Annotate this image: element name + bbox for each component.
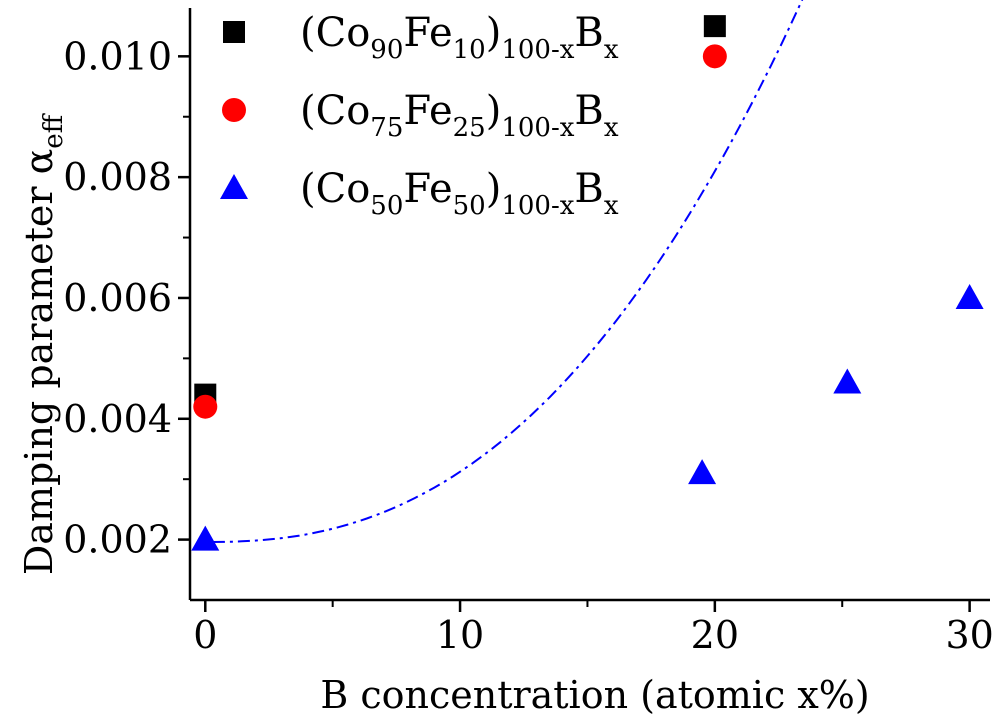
point-triangle-2: [833, 368, 862, 394]
legend-label-text: (Co: [300, 88, 370, 134]
legend-label-subscript: 25: [453, 113, 486, 143]
point-circle-1: [193, 394, 218, 419]
y-axis-title-sub: eff: [39, 112, 69, 148]
legend-label-subscript: 100-x: [501, 35, 574, 65]
legend-label-text: B: [574, 10, 603, 56]
point-triangle-2: [955, 283, 984, 309]
legend-label-text: B: [574, 88, 603, 134]
legend-label-subscript: 90: [370, 35, 403, 65]
legend-label-text: Fe: [403, 88, 452, 134]
legend-label: (Co90Fe10)100-xBx: [300, 10, 619, 65]
legend-label-text: Fe: [403, 166, 452, 212]
legend-label-subscript: x: [604, 191, 619, 221]
legend-label-text: Fe: [403, 10, 452, 56]
legend-label: (Co75Fe25)100-xBx: [300, 88, 619, 143]
legend-label-text: ): [486, 166, 502, 212]
legend-label-subscript: 50: [453, 191, 486, 221]
point-triangle-2: [191, 525, 220, 551]
x-axis-title: B concentration (atomic x%): [320, 673, 869, 717]
legend-label-subscript: x: [604, 35, 619, 65]
data-points: [191, 15, 984, 551]
axes: [188, 8, 990, 602]
x-tick-label: 10: [436, 613, 484, 657]
legend-label-text: (Co: [300, 166, 370, 212]
tick-marks: [178, 55, 971, 612]
y-tick-label: 0.004: [63, 397, 172, 441]
legend-label-subscript: 10: [453, 35, 486, 65]
legend-label-text: ): [486, 10, 502, 56]
legend-label-subscript: x: [604, 113, 619, 143]
y-tick-label: 0.010: [63, 34, 172, 78]
x-tick-label: 30: [945, 613, 993, 657]
x-tick-label: 20: [691, 613, 739, 657]
y-axis-title: Damping parameter αeff: [17, 112, 69, 575]
x-tick-label: 0: [193, 613, 217, 657]
point-square-0: [703, 15, 726, 38]
legend-label-subscript: 50: [370, 191, 403, 221]
legend: (Co90Fe10)100-xBx(Co75Fe25)100-xBx(Co50F…: [220, 10, 619, 221]
legend-marker-triangle: [220, 174, 248, 199]
legend-label-subscript: 100-x: [501, 191, 574, 221]
legend-label-subscript: 75: [370, 113, 403, 143]
legend-label: (Co50Fe50)100-xBx: [300, 166, 619, 221]
y-tick-label: 0.006: [63, 276, 172, 320]
point-circle-1: [702, 44, 727, 69]
legend-label-text: ): [486, 88, 502, 134]
legend-label-subscript: 100-x: [501, 113, 574, 143]
legend-label-text: B: [574, 166, 603, 212]
legend-marker-square: [223, 21, 245, 43]
legend-marker-circle: [222, 98, 246, 122]
fit-curve-layer: [212, 0, 804, 543]
tick-labels: 0 10 20 30 0.002 0.004 0.006 0.008 0.010: [63, 34, 994, 657]
fit-curve-line: [212, 0, 804, 543]
y-tick-label: 0.002: [63, 518, 172, 562]
legend-label-text: (Co: [300, 10, 370, 56]
y-axis-title-main: Damping parameter α: [17, 149, 61, 576]
point-triangle-2: [688, 459, 717, 485]
y-tick-label: 0.008: [63, 155, 172, 199]
